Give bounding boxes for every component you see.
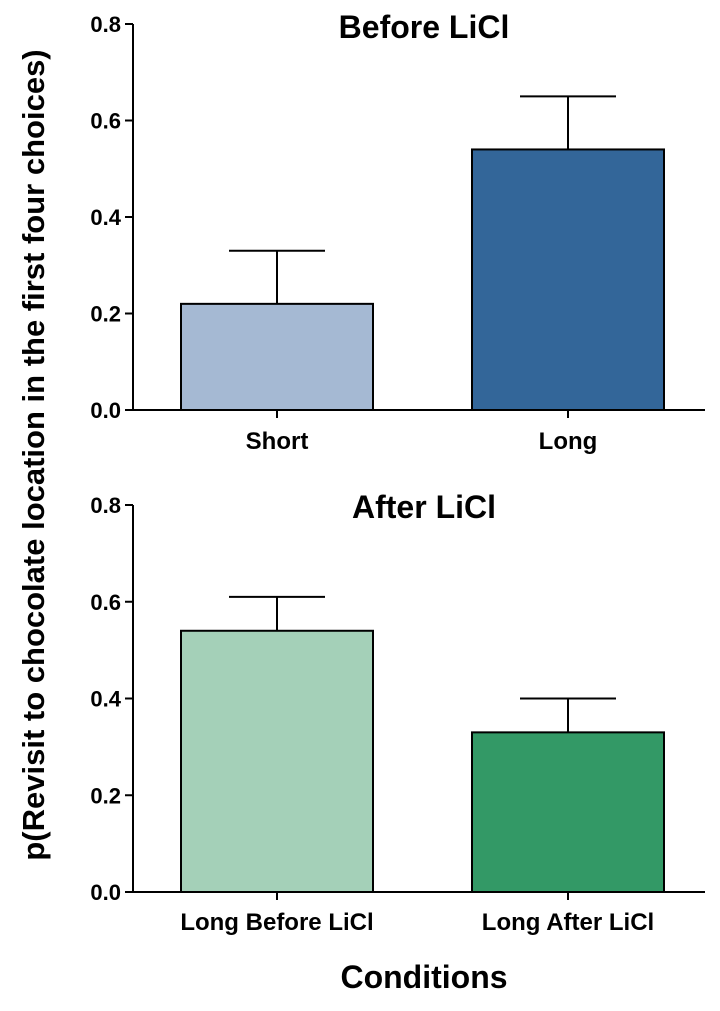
y-tick-label: 0.4 [90,687,121,712]
chart-panel-2: After LiCl 0.0 0.2 0.4 0.6 0.8 Long Before LiC… [90,489,705,936]
bar [180,629,374,894]
x-axis-label: Conditions [340,959,507,995]
bar [471,148,665,411]
bar [180,302,374,412]
y-tick-label: 0.0 [90,398,121,423]
y-tick-label: 0.8 [90,493,121,518]
bar [471,731,665,893]
x-tick-label: Short [246,428,309,455]
y-tick-label: 0.2 [90,783,121,808]
y-tick-label: 0.6 [90,109,121,134]
chart-title: Before LiCl [339,9,510,45]
y-tick-label: 0.4 [90,205,121,230]
x-tick-label: Long [539,428,598,455]
x-tick-label: Long Before LiCl [180,909,373,936]
x-tick-label: Long After LiCl [482,909,654,936]
y-tick-label: 0.8 [90,12,121,37]
chart-panel-1: Before LiCl 0.0 0.2 0.4 0.6 0.8 Short Long [90,9,705,455]
chart-title: After LiCl [352,489,496,525]
y-tick-label: 0.6 [90,590,121,615]
y-tick-label: 0.2 [90,302,121,327]
y-tick-label: 0.0 [90,880,121,905]
y-axis-label: p(Revisit to chocolate location in the f… [16,49,51,860]
